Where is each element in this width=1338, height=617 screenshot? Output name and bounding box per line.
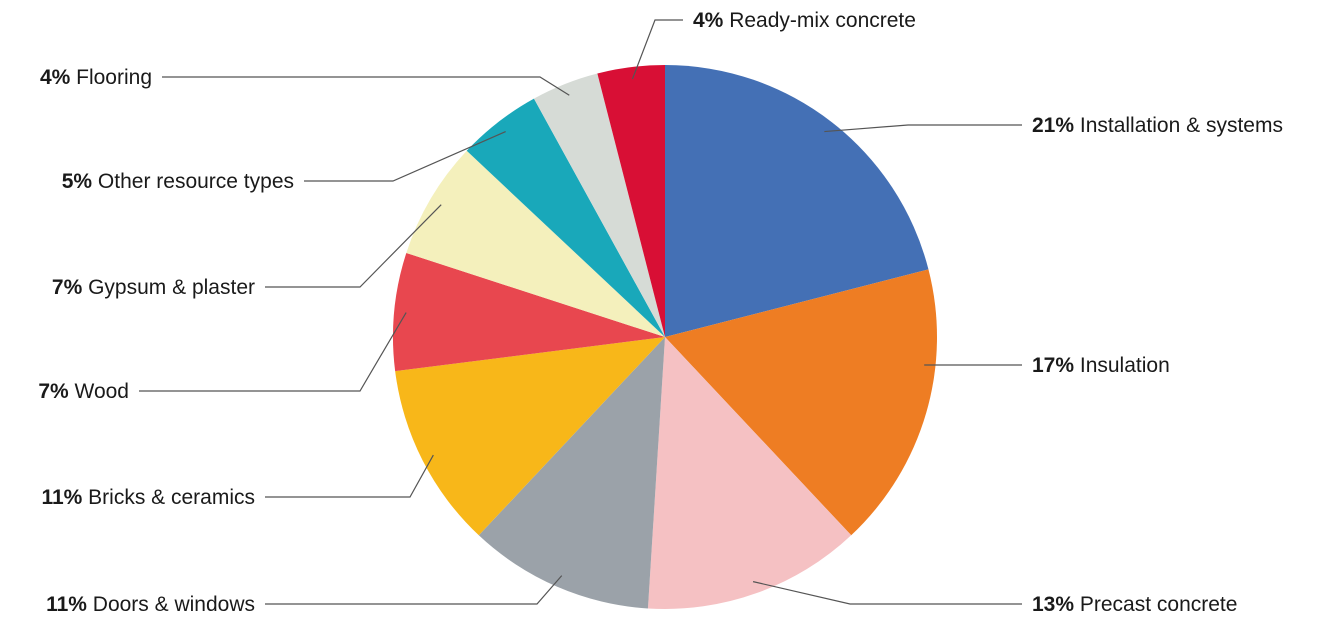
pie-slice-doors-windows [478, 337, 665, 609]
pie-slice-other-resource-types [466, 98, 665, 337]
slice-name: Flooring [70, 66, 152, 89]
pie-slice-insulation [665, 269, 937, 536]
slice-name: Precast concrete [1074, 593, 1237, 616]
slice-percent: 7% [38, 380, 69, 403]
slice-name: Other resource types [92, 170, 294, 193]
slice-percent: 4% [40, 66, 71, 89]
slice-label: 4% Ready-mix concrete [693, 9, 916, 32]
slice-label: 7% Gypsum & plaster [52, 276, 255, 299]
slice-label: 4% Flooring [40, 66, 152, 89]
pie-slice-precast-concrete [647, 337, 852, 609]
slice-label: 13% Precast concrete [1032, 593, 1237, 616]
slice-label: 11% Doors & windows [46, 593, 255, 616]
leader-line [139, 312, 407, 392]
slice-label: 21% Installation & systems [1032, 114, 1283, 137]
leader-lines [139, 19, 1022, 605]
leader-line [265, 204, 442, 288]
slice-label: 5% Other resource types [62, 170, 294, 193]
slice-name: Installation & systems [1074, 114, 1283, 137]
slice-name: Doors & windows [87, 593, 255, 616]
slice-labels: 21% Installation & systems 17% Insulation… [38, 9, 1283, 616]
leader-line [824, 124, 1022, 133]
leader-line [752, 581, 1022, 605]
slice-label: 11% Bricks & ceramics [41, 486, 255, 509]
slice-percent: 5% [62, 170, 93, 193]
slice-label: 7% Wood [38, 380, 129, 403]
slice-name: Ready-mix concrete [723, 9, 916, 32]
slice-percent: 13% [1032, 593, 1074, 616]
leader-line [265, 454, 434, 498]
leader-line [265, 575, 563, 605]
pie-slice-gypsum-plaster [406, 150, 665, 337]
pie-slice-bricks-ceramics [395, 337, 665, 536]
leader-line [162, 76, 570, 96]
slice-percent: 4% [693, 9, 724, 32]
slice-name: Gypsum & plaster [82, 276, 255, 299]
slice-percent: 11% [41, 486, 82, 509]
pie-slice-wood [393, 252, 665, 372]
slice-percent: 7% [52, 276, 83, 299]
slice-name: Bricks & ceramics [82, 486, 255, 509]
slice-percent: 11% [46, 593, 87, 616]
slice-percent: 21% [1032, 114, 1074, 137]
slice-name: Wood [69, 380, 129, 403]
leader-line [631, 19, 683, 80]
pie-slice-flooring [533, 73, 665, 337]
pie-slices [393, 65, 937, 609]
slice-label: 17% Insulation [1032, 354, 1170, 377]
slice-name: Insulation [1074, 354, 1170, 377]
slice-percent: 17% [1032, 354, 1074, 377]
leader-line [304, 131, 506, 182]
pie-slice-installation-systems [665, 65, 929, 337]
pie-slice-ready-mix-concrete [597, 65, 665, 337]
